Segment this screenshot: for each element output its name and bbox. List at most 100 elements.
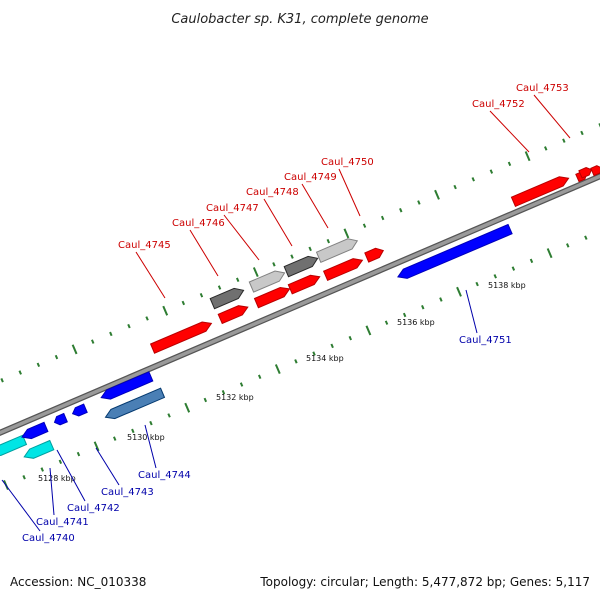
lower-tick (221, 390, 226, 395)
upper-tick (145, 316, 149, 321)
upper-tick (362, 223, 367, 228)
lower-tick (76, 451, 81, 457)
gene-arrow-caul-4751 (397, 223, 513, 279)
leader-caul-4741 (49, 467, 55, 516)
leader-caul-4753 (533, 94, 571, 139)
lower-tick (167, 413, 171, 418)
upper-tick (471, 177, 475, 182)
leader-caul-4748 (263, 198, 293, 247)
upper-tick (544, 146, 548, 151)
lower-tick (529, 258, 534, 264)
upper-tick (109, 331, 113, 337)
leader-caul-4744 (144, 424, 157, 469)
lower-tick (113, 436, 117, 441)
gene-label-caul-4740: Caul_4740 (22, 533, 75, 544)
tick-track-upper (0, 123, 600, 383)
upper-tick (524, 151, 531, 162)
lower-tick (93, 441, 100, 452)
lower-tick (274, 364, 281, 375)
axis-label-5136: 5136 kbp (397, 318, 435, 327)
gene-arrow-segment (322, 258, 364, 282)
lower-tick (239, 382, 244, 387)
leader-caul-4745 (135, 251, 166, 299)
leader-caul-4743 (95, 447, 120, 486)
lower-tick (40, 467, 44, 472)
gene-label-caul-4752: Caul_4752 (472, 99, 525, 110)
lower-tick (330, 343, 334, 349)
map-title: Caulobacter sp. K31, complete genome (171, 12, 428, 27)
gene-label-caul-4741: Caul_4741 (36, 517, 89, 528)
lower-tick (365, 325, 372, 336)
gene-arrow-segment (217, 305, 249, 325)
lower-tick (384, 320, 389, 325)
gene-arrow-caul-4748 (248, 270, 286, 293)
gene-arrow-segment (100, 371, 154, 400)
upper-tick (580, 130, 584, 136)
lower-tick (456, 286, 462, 297)
gene-arrow-caul-4741 (23, 439, 55, 459)
gene-arrow-caul-4750 (315, 238, 359, 263)
gene-arrow-caul-4747 (253, 286, 291, 309)
gene-label-caul-4749: Caul_4749 (284, 172, 337, 183)
lower-tick (348, 335, 352, 341)
upper-tick (54, 354, 59, 360)
axis-label-5134: 5134 kbp (306, 354, 344, 363)
gene-arrow-caul-4753 (578, 167, 593, 179)
gene-arrow-caul-4744 (104, 387, 166, 420)
gene-arrow-caul-4746 (209, 287, 245, 310)
gene-features (0, 165, 600, 459)
upper-tick (272, 262, 276, 267)
gene-arrow-segment (287, 274, 321, 295)
lower-tick (511, 266, 516, 271)
leader-caul-4742 (56, 449, 86, 502)
upper-tick (162, 305, 169, 316)
axis-label-5128: 5128 kbp (38, 474, 76, 483)
upper-tick (235, 277, 240, 283)
lower-tick (184, 402, 191, 413)
topology-text: Topology: circular; Length: 5,477,872 bp… (259, 575, 590, 589)
lower-tick (22, 475, 26, 480)
upper-tick (36, 362, 41, 368)
upper-tick (380, 215, 385, 221)
gene-arrow-caul-4749 (283, 255, 319, 278)
gene-label-caul-4746: Caul_4746 (172, 218, 225, 229)
gene-label-caul-4743: Caul_4743 (101, 487, 154, 498)
leader-caul-4747 (223, 214, 260, 261)
lower-tick (402, 312, 407, 318)
axis-label-5132: 5132 kbp (216, 393, 254, 402)
upper-tick (71, 344, 78, 355)
gene-label-caul-4748: Caul_4748 (246, 187, 299, 198)
lower-tick (421, 305, 425, 310)
upper-tick (417, 200, 421, 205)
label-leaders (1, 94, 571, 532)
gene-label-caul-4747: Caul_4747 (206, 203, 259, 214)
leader-caul-4751 (465, 289, 478, 334)
gene-arrow-caul-4752 (510, 176, 570, 208)
lower-tick (439, 297, 443, 302)
upper-tick (507, 161, 512, 167)
lower-tick (475, 281, 479, 287)
leader-caul-4752 (489, 110, 530, 153)
lower-tick (58, 459, 63, 465)
lower-tick (257, 374, 262, 380)
gene-arrow-segment (364, 247, 385, 263)
upper-tick (199, 293, 204, 298)
gene-label-caul-4742: Caul_4742 (67, 503, 120, 514)
leader-caul-4750 (338, 168, 361, 217)
upper-tick (453, 184, 457, 190)
gene-label-caul-4753: Caul_4753 (516, 83, 569, 94)
axis-label-5138: 5138 kbp (488, 281, 526, 290)
gene-arrow-caul-4740 (0, 434, 28, 457)
gene-arrow-caul-4743 (53, 412, 68, 426)
gene-label-caul-4750: Caul_4750 (321, 157, 374, 168)
upper-tick (562, 138, 566, 143)
upper-tick (326, 238, 330, 244)
genome-backbone (0, 173, 600, 436)
lower-tick (312, 351, 316, 356)
upper-tick (489, 169, 494, 174)
leader-caul-4746 (189, 229, 219, 277)
upper-tick (181, 300, 186, 306)
lower-tick (566, 243, 570, 248)
axis-labels: 5128 kbp 5130 kbp 5132 kbp 5134 kbp 5136… (38, 281, 526, 483)
